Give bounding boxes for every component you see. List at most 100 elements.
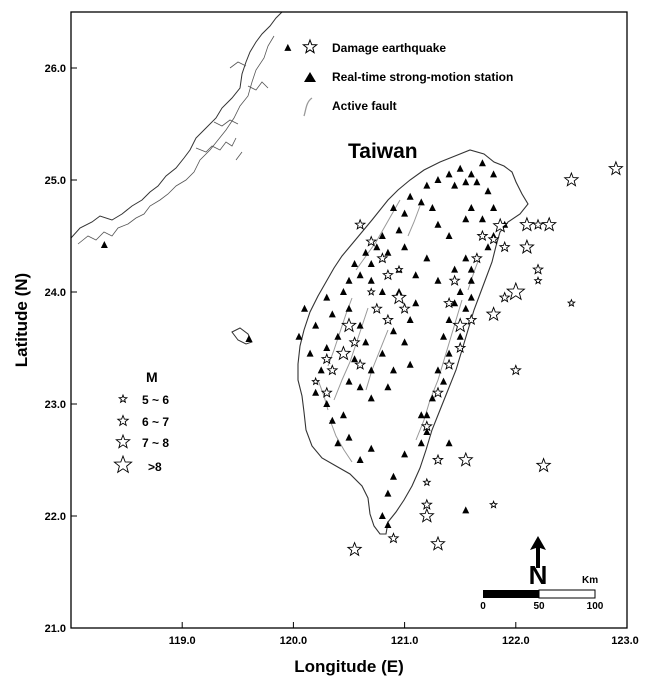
magnitude-class-label: 7 ~ 8 [142, 436, 169, 450]
station-marker [462, 215, 470, 223]
earthquake-marker [452, 317, 469, 333]
station-marker [434, 176, 442, 183]
station-marker [445, 349, 453, 357]
earthquake-marker [341, 317, 357, 333]
station-marker [406, 360, 414, 368]
station-marker [445, 439, 453, 447]
station-marker [351, 260, 359, 267]
station-marker [490, 204, 498, 211]
station-marker [345, 377, 353, 385]
station-marker [378, 232, 386, 239]
station-marker [389, 472, 397, 480]
station-marker [345, 433, 353, 441]
station-marker [451, 181, 459, 189]
station-marker [367, 260, 375, 267]
station-marker [345, 304, 353, 312]
earthquake-marker [398, 302, 411, 314]
latitude-tick-label: 22.0 [45, 511, 66, 523]
fault-line [329, 419, 353, 463]
fault-line [407, 205, 421, 237]
earthquake-marker [430, 535, 446, 551]
station-markers [100, 43, 509, 528]
earthquake-marker [498, 240, 511, 253]
scale-bar-unit: Km [582, 575, 598, 586]
fault-line-icon [303, 97, 313, 117]
station-marker [478, 215, 486, 223]
earthquake-marker [607, 160, 624, 176]
latitude-tick-label: 21.0 [45, 623, 66, 635]
scale-bar-label-50: 50 [533, 601, 545, 612]
earthquake-marker [311, 376, 321, 386]
earthquake-marker [431, 453, 444, 466]
earthquake-marker [354, 218, 367, 230]
triangle-icon [304, 72, 316, 82]
station-marker [362, 248, 370, 256]
station-marker [356, 271, 364, 279]
station-marker [384, 489, 392, 497]
station-marker [312, 321, 320, 329]
longitude-tick-label: 122.0 [502, 635, 530, 647]
station-marker [434, 366, 442, 374]
station-marker [417, 411, 425, 419]
magnitude-class-label: 6 ~ 7 [142, 415, 169, 429]
station-marker [312, 388, 320, 396]
station-marker [445, 232, 453, 239]
earthquake-marker [465, 313, 478, 326]
station-marker [367, 394, 375, 402]
magnitude-class-label: 5 ~ 6 [142, 393, 169, 407]
station-marker [451, 299, 459, 307]
north-arrow-icon [530, 536, 546, 568]
x-axis-title: Longitude (E) [294, 657, 404, 676]
station-marker [440, 377, 448, 385]
north-arrow-label: N [529, 560, 548, 590]
china-bays [195, 61, 269, 161]
station-marker [412, 271, 420, 279]
station-marker [490, 170, 498, 178]
north-arrow: N [529, 536, 548, 590]
earthquake-marker [394, 264, 404, 274]
station-marker [389, 204, 397, 211]
earthquake-marker [541, 216, 558, 232]
station-marker [462, 178, 470, 186]
station-marker [473, 178, 481, 186]
station-marker [423, 428, 431, 435]
scale-bar: Km 0 50 100 [480, 575, 604, 612]
earthquake-marker [535, 457, 552, 473]
earthquake-marker [391, 289, 407, 305]
earthquake-marker [420, 420, 433, 432]
earthquake-marker [326, 364, 339, 376]
station-marker [356, 321, 364, 329]
station-marker [423, 254, 431, 262]
station-marker [456, 288, 464, 295]
station-marker [323, 400, 331, 407]
magnitude-star-icon [117, 393, 129, 404]
legend-label-damage-earthquake: Damage earthquake [332, 41, 446, 55]
station-marker [339, 411, 347, 419]
earthquake-marker [422, 477, 432, 487]
station-marker [462, 304, 470, 312]
earthquake-marker [370, 302, 383, 314]
china-coast [71, 12, 283, 239]
earthquake-marker [487, 233, 500, 245]
longitude-ticks: 119.0 120.0 121.0 122.0 123.0 [169, 622, 639, 647]
station-marker [328, 310, 336, 318]
station-marker [395, 226, 403, 234]
station-marker [484, 243, 492, 251]
coastlines [71, 12, 529, 535]
earthquake-marker [387, 532, 400, 544]
station-marker [378, 349, 386, 357]
earthquake-marker [381, 268, 394, 281]
earthquake-marker [431, 386, 444, 398]
station-marker [367, 276, 375, 284]
station-marker [378, 512, 386, 519]
earthquake-marker [488, 500, 499, 509]
earthquake-marker [532, 263, 545, 275]
station-marker [467, 204, 475, 211]
fault-line [333, 307, 369, 401]
station-marker [440, 332, 448, 340]
station-marker [456, 164, 464, 172]
earthquake-marker [420, 498, 433, 510]
station-marker [406, 192, 414, 200]
earthquake-marker [320, 352, 333, 365]
